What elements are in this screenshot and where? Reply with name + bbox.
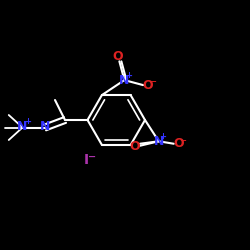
Text: −: − xyxy=(179,136,186,145)
Text: +: + xyxy=(159,132,166,141)
Text: N: N xyxy=(119,74,130,86)
Text: +: + xyxy=(125,70,132,80)
Text: O: O xyxy=(129,140,140,153)
Text: −: − xyxy=(149,77,156,86)
Text: O: O xyxy=(174,137,184,150)
Text: O: O xyxy=(113,50,124,63)
Text: N: N xyxy=(17,120,28,133)
Text: −: − xyxy=(88,152,96,162)
Text: I: I xyxy=(84,153,89,167)
Text: +: + xyxy=(24,117,32,126)
Text: O: O xyxy=(143,78,154,92)
Text: N: N xyxy=(154,135,164,148)
Text: N: N xyxy=(40,120,50,133)
